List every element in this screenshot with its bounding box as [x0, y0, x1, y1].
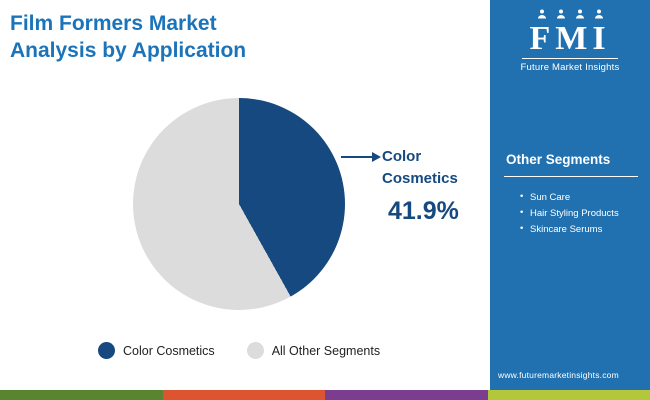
list-item: Hair Styling Products [520, 207, 619, 219]
sidebar: FMI Future Market Insights Other Segment… [490, 0, 650, 390]
arrow-head-icon [372, 152, 381, 162]
page-title-line2: Analysis by Application [10, 39, 247, 63]
legend-swatch-color-cosmetics [98, 342, 115, 359]
pie-chart [133, 98, 345, 310]
callout-label: Color Cosmetics [382, 148, 458, 187]
page-title-line1: Film Formers Market [10, 12, 217, 35]
chart-area: Film Formers Market Analysis by Applicat… [10, 10, 459, 359]
legend-item-color-cosmetics: Color Cosmetics [98, 342, 215, 359]
page-title: Film Formers Market Analysis by Applicat… [10, 10, 370, 65]
logo-icons [490, 8, 650, 21]
person-icon [575, 9, 584, 19]
footer-color-bar [0, 390, 650, 400]
sidebar-heading: Other Segments [506, 152, 611, 167]
logo-rule [522, 58, 618, 59]
website-url: www.futuremarketinsights.com [498, 370, 619, 380]
footer-segment [487, 390, 650, 400]
sidebar-list: Sun Care Hair Styling Products Skincare … [520, 191, 619, 240]
fmi-logo: FMI Future Market Insights [490, 8, 650, 73]
legend-swatch-all-other-segments [246, 342, 264, 359]
legend-label: Color Cosmetics [123, 343, 215, 358]
callout-arrow [341, 152, 381, 162]
logo-text: FMI [529, 20, 611, 57]
person-icon [537, 9, 546, 19]
footer-segment [325, 390, 488, 400]
legend-label: All Other Segments [271, 343, 381, 358]
legend-item-all-other-segments: All Other Segments [246, 342, 381, 359]
list-item: Skincare Serums [520, 223, 619, 235]
callout-value: 41.9% [388, 197, 459, 225]
person-icon [556, 9, 565, 19]
footer-segment [0, 390, 163, 400]
person-icon [594, 9, 603, 19]
footer-segment [162, 390, 325, 400]
logo-subtext: Future Market Insights [520, 62, 620, 73]
sidebar-heading-rule [504, 176, 638, 177]
legend: Color Cosmetics All Other Segments [98, 342, 380, 359]
list-item: Sun Care [520, 191, 619, 203]
